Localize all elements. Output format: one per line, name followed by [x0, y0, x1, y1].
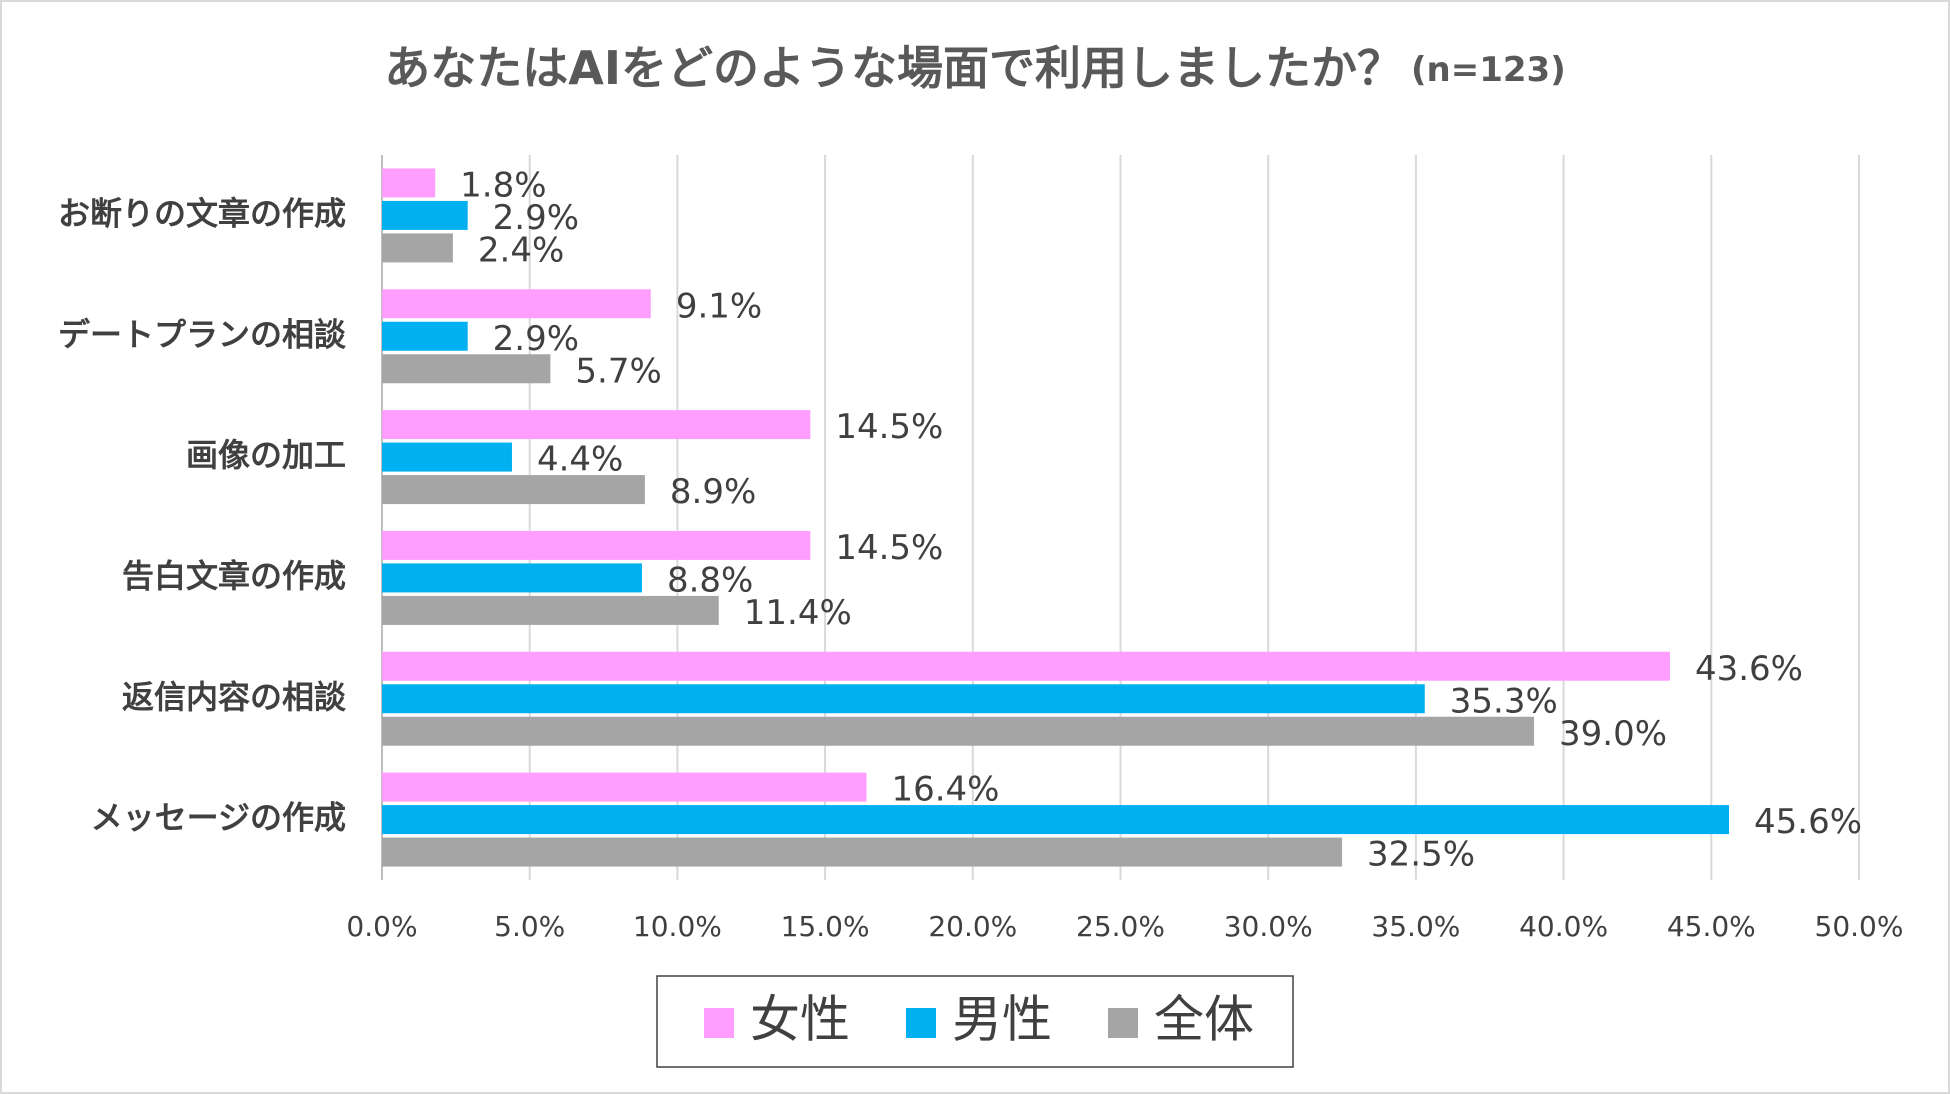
- x-tick-label: 45.0%: [1667, 910, 1756, 943]
- data-label: 2.9%: [493, 319, 579, 359]
- x-tick-label: 10.0%: [633, 910, 722, 943]
- legend-swatch: [906, 1008, 936, 1038]
- legend-swatch: [1108, 1008, 1138, 1038]
- bar: [382, 716, 1535, 746]
- y-tick-label: メッセージの作成: [91, 799, 346, 837]
- legend-label: 男性: [952, 991, 1052, 1049]
- y-tick-label: 告白文章の作成: [122, 557, 346, 595]
- data-label: 2.4%: [478, 230, 564, 270]
- data-label: 2.9%: [493, 198, 579, 238]
- y-tick-label: 画像の加工: [186, 436, 346, 474]
- bar: [382, 168, 436, 198]
- bar: [382, 321, 468, 351]
- bar: [382, 475, 645, 505]
- data-label: 16.4%: [891, 770, 999, 810]
- bar: [382, 563, 642, 593]
- bar: [382, 354, 551, 384]
- data-label: 43.6%: [1695, 649, 1803, 689]
- legend-box: [656, 975, 1294, 1068]
- chart-title-line: あなたはAIをどのような場面で利用しましたか？ (n=123): [384, 41, 1565, 95]
- x-tick-label: 0.0%: [346, 910, 417, 943]
- x-tick-label: 35.0%: [1371, 910, 1460, 943]
- data-label: 8.9%: [670, 472, 756, 512]
- bar: [382, 410, 811, 440]
- bar: [382, 595, 719, 625]
- data-label: 39.0%: [1559, 714, 1667, 754]
- x-tick-label: 30.0%: [1224, 910, 1313, 943]
- data-label: 14.5%: [835, 528, 943, 568]
- bar: [382, 772, 867, 802]
- data-label: 1.8%: [460, 165, 546, 205]
- y-tick-label: 返信内容の相談: [122, 678, 347, 716]
- bar: [382, 530, 811, 560]
- y-tick-label: デートプランの相談: [58, 315, 347, 353]
- data-label: 4.4%: [537, 440, 623, 480]
- data-label: 32.5%: [1367, 835, 1475, 875]
- x-tick-label: 15.0%: [781, 910, 870, 943]
- data-label: 14.5%: [835, 407, 943, 447]
- y-tick-label: お断りの文章の作成: [58, 194, 346, 232]
- data-label: 5.7%: [575, 351, 661, 391]
- legend-swatch: [704, 1008, 734, 1038]
- legend-label: 女性: [750, 991, 850, 1049]
- x-tick-label: 5.0%: [494, 910, 565, 943]
- data-label: 35.3%: [1450, 681, 1558, 721]
- bar: [382, 200, 468, 230]
- bar: [382, 805, 1730, 835]
- x-tick-label: 40.0%: [1519, 910, 1608, 943]
- data-label: 8.8%: [667, 560, 753, 600]
- bar: [382, 837, 1343, 867]
- bar: [382, 684, 1425, 714]
- bar: [382, 442, 512, 472]
- data-label: 45.6%: [1754, 802, 1862, 842]
- bar: [382, 289, 651, 319]
- x-tick-label: 50.0%: [1815, 910, 1904, 943]
- bar: [382, 651, 1670, 681]
- bar: [382, 233, 453, 263]
- chart-subtitle: (n=123): [1411, 50, 1566, 90]
- data-label: 9.1%: [676, 286, 762, 326]
- data-label: 11.4%: [744, 593, 852, 633]
- x-tick-label: 20.0%: [928, 910, 1017, 943]
- chart-title: あなたはAIをどのような場面で利用しましたか？: [384, 41, 1403, 95]
- legend-label: 全体: [1154, 991, 1254, 1049]
- x-tick-label: 25.0%: [1076, 910, 1165, 943]
